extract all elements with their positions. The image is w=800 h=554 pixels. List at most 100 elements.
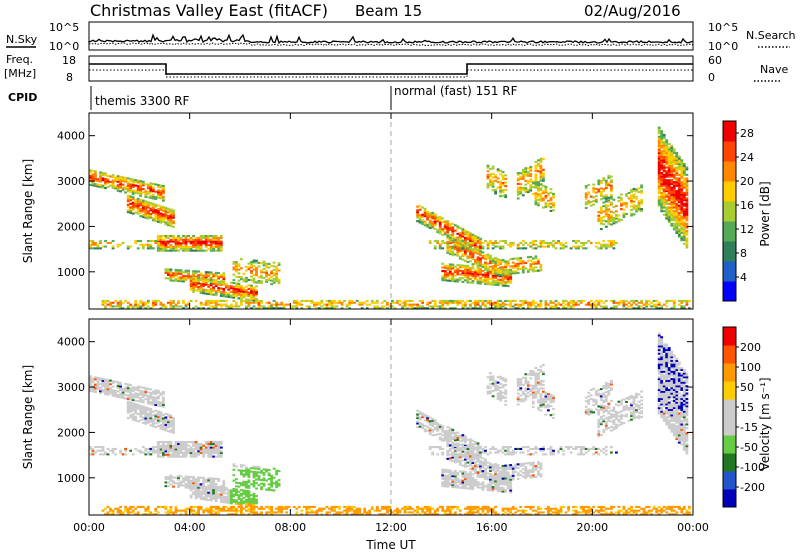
power-cell [509,241,513,244]
power-cell [202,276,206,279]
power-cell [630,209,633,212]
power-cell [509,258,513,261]
power-cell [255,270,258,273]
power-cell [157,184,160,187]
power-cell [219,299,223,302]
velocity-cell [464,451,467,454]
power-cell [501,189,505,192]
power-cell [506,277,510,280]
power-cell [657,142,661,145]
power-cell [265,279,268,282]
power-cell [685,166,689,169]
power-cell [295,299,299,302]
power-cell [464,266,467,269]
velocity-cell [242,496,246,499]
velocity-cell [149,453,153,456]
power-cell [474,258,477,261]
power-cell [446,299,450,302]
velocity-cell [179,451,183,454]
power-cell [134,198,138,201]
power-cell [94,170,97,173]
velocity-cell [146,418,150,421]
power-cell [116,186,120,189]
velocity-cell [275,482,278,485]
power-cell [146,247,150,250]
power-cell [682,228,686,231]
power-cell [159,195,163,198]
power-cell [126,200,130,203]
power-cell [257,281,261,284]
power-cell [179,305,183,308]
power-cell [275,280,278,283]
power-cell [524,261,528,264]
power-cell [597,220,601,223]
power-cell [657,191,661,194]
velocity-cell [214,483,218,486]
velocity-cell [476,447,480,450]
velocity-cell [453,450,457,453]
power-cell [187,269,190,272]
power-cell [640,199,643,202]
power-cell [396,301,399,304]
power-cell [549,241,553,244]
power-cell [569,247,573,250]
power-cell [612,218,616,221]
power-cell [458,277,462,280]
velocity-cell [458,449,462,452]
power-cell [378,307,382,310]
power-cell [184,247,188,250]
power-cell [469,277,472,280]
power-cell [260,280,263,283]
power-cell [665,195,669,198]
power-cell [680,161,684,164]
nave-tick-top: 60 [708,54,722,67]
power-cell [604,196,608,199]
power-cell [187,301,190,304]
velocity-cell [421,416,424,419]
power-cell [458,243,462,246]
velocity-cell [119,396,122,399]
velocity-cell [199,485,203,488]
power-cell [569,299,573,302]
velocity-cell [451,451,455,454]
power-cell [514,303,518,306]
power-cell [537,195,540,198]
power-cell [481,251,485,254]
power-cell [604,307,608,310]
velocity-cell [174,453,178,456]
power-cell [657,159,661,162]
power-cell [660,191,664,194]
power-cell [380,307,384,310]
velocity-cell [131,386,135,389]
power-cell [677,208,681,211]
power-cell [227,292,231,295]
velocity-cell [126,388,130,391]
power-cell [552,307,555,310]
power-cell [469,236,472,239]
velocity-cell [101,447,105,450]
power-cell [564,303,568,306]
power-cell [486,182,490,185]
velocity-cell [235,502,238,505]
power-cell [139,301,143,304]
power-cell [531,270,535,273]
power-cell [496,305,500,308]
power-cell [474,251,477,254]
power-cell [682,231,686,234]
power-cell [443,277,447,280]
power-cell [91,177,95,180]
power-cell [662,157,666,160]
velocity-cell [489,468,492,471]
power-cell [660,179,664,182]
power-cell [486,283,490,286]
power-cell [446,272,450,275]
power-cell [521,170,525,173]
power-cell [187,271,190,274]
power-cell [602,197,606,200]
power-cell [207,299,211,302]
power-cell [162,185,165,188]
power-cell [217,299,221,302]
power-cell [136,208,140,211]
power-cell [141,184,145,187]
velocity-cell [438,427,442,430]
